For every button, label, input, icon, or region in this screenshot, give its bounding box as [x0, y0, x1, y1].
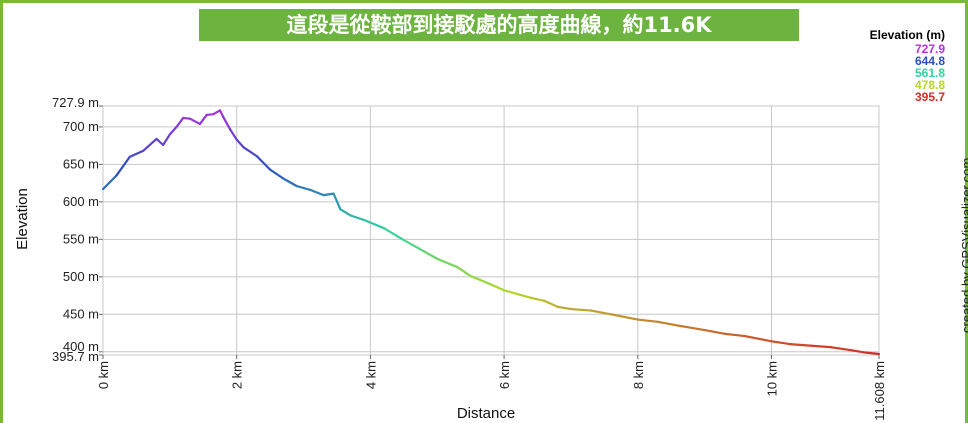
y-axis-title: Elevation — [14, 188, 31, 250]
elevation-segment — [339, 208, 352, 217]
elevation-segment — [589, 309, 613, 316]
elevation-segment — [810, 344, 833, 349]
elevation-segment — [436, 257, 459, 269]
elevation-segment — [503, 289, 519, 296]
elevation-segment — [142, 137, 158, 152]
elevation-segment — [703, 328, 726, 335]
x-tick-label: 2 km — [230, 361, 245, 389]
elevation-segment — [656, 320, 680, 327]
elevation-segment — [676, 324, 706, 332]
x-tick-labels: 0 km 2 km 4 km 6 km 8 km 10 km 11.608 km — [96, 361, 887, 421]
elevation-segment — [115, 155, 131, 177]
y-tick-labels: 727.9 m 700 m 650 m 600 m 550 m 500 m 450 m 400… — [52, 95, 99, 364]
banner-title: 這段是從鞍部到接駁處的高度曲線，約11.6K — [199, 9, 799, 41]
x-tick-label: 6 km — [497, 361, 512, 389]
elevation-segment — [309, 188, 325, 197]
elevation-segment — [830, 346, 853, 352]
elevation-segment — [790, 343, 813, 347]
elevation-segment — [282, 177, 298, 188]
elevation-segment — [609, 313, 639, 321]
x-tick-label: 11.608 km — [872, 361, 887, 421]
y-tick-label: 600 m — [63, 194, 99, 209]
elevation-segment — [556, 305, 573, 311]
elevation-segment — [205, 113, 215, 117]
y-tick-label: 700 m — [63, 119, 99, 134]
elevation-segment — [723, 332, 746, 338]
elevation-segment — [770, 340, 793, 346]
elevation-segment — [402, 238, 425, 253]
x-tick-label: 10 km — [765, 361, 780, 396]
elevation-segment — [188, 117, 202, 126]
elevation-segment — [362, 218, 385, 230]
elevation-segment — [636, 318, 659, 323]
elevation-segment — [529, 296, 546, 302]
elevation-segment — [543, 299, 559, 308]
elevation-segment — [222, 116, 232, 131]
y-tick-label: 650 m — [63, 156, 99, 171]
elevation-segment — [569, 307, 593, 312]
elevation-line — [101, 109, 881, 356]
elevation-segment — [382, 227, 405, 242]
elevation-segment — [182, 116, 192, 120]
elevation-segment — [863, 351, 881, 356]
elevation-segment — [235, 138, 245, 149]
elevation-segment — [295, 185, 312, 191]
elevation-segment — [242, 146, 258, 158]
y-tick-label: 500 m — [63, 269, 99, 284]
elevation-segment — [255, 155, 272, 171]
elevation-segment — [322, 192, 335, 197]
grid-layer — [99, 105, 880, 359]
elevation-segment — [228, 128, 238, 141]
elevation-segment — [469, 274, 492, 286]
elevation-segment — [128, 149, 145, 158]
elevation-segment — [212, 109, 222, 116]
legend-value-1: 727.9 — [914, 42, 945, 56]
legend-title: Elevation (m) — [869, 28, 945, 42]
elevation-segment — [155, 137, 165, 147]
y-tick-label: 395.7 m — [52, 349, 99, 364]
y-tick-label: 400 m — [63, 339, 99, 354]
elevation-segment — [168, 125, 178, 136]
legend: Elevation (m) 727.9 644.8 561.8 478.8 39… — [823, 29, 945, 103]
elevation-segment — [175, 116, 185, 129]
legend-value-2: 644.8 — [914, 54, 945, 68]
elevation-segment — [349, 214, 365, 221]
elevation-segment — [516, 292, 532, 299]
x-axis-title: Distance — [457, 405, 515, 422]
elevation-segment — [218, 109, 225, 119]
elevation-segment — [332, 192, 342, 211]
y-tick-label: 550 m — [63, 231, 99, 246]
x-tick-label: 8 km — [631, 361, 646, 389]
legend-value-3: 561.8 — [914, 66, 945, 80]
elevation-segment — [198, 113, 208, 126]
elevation-segment — [269, 168, 285, 180]
x-tick-label: 0 km — [96, 361, 111, 389]
legend-value-4: 478.8 — [914, 78, 945, 92]
elevation-segment — [489, 283, 506, 292]
elevation-segment — [101, 174, 118, 191]
elevation-segment — [422, 250, 439, 260]
y-tick-label: 450 m — [63, 306, 99, 321]
x-tick-label: 4 km — [363, 361, 378, 389]
elevation-chart: 727.9 m 700 m 650 m 600 m 550 m 500 m 450 m 400… — [14, 95, 887, 422]
legend-value-5: 395.7 — [914, 90, 945, 104]
elevation-segment — [456, 265, 472, 278]
y-tick-label: 727.9 m — [52, 95, 99, 110]
elevation-segment — [162, 133, 171, 147]
plot-frame — [102, 105, 880, 356]
elevation-segment — [743, 334, 773, 343]
elevation-segment — [850, 349, 867, 354]
